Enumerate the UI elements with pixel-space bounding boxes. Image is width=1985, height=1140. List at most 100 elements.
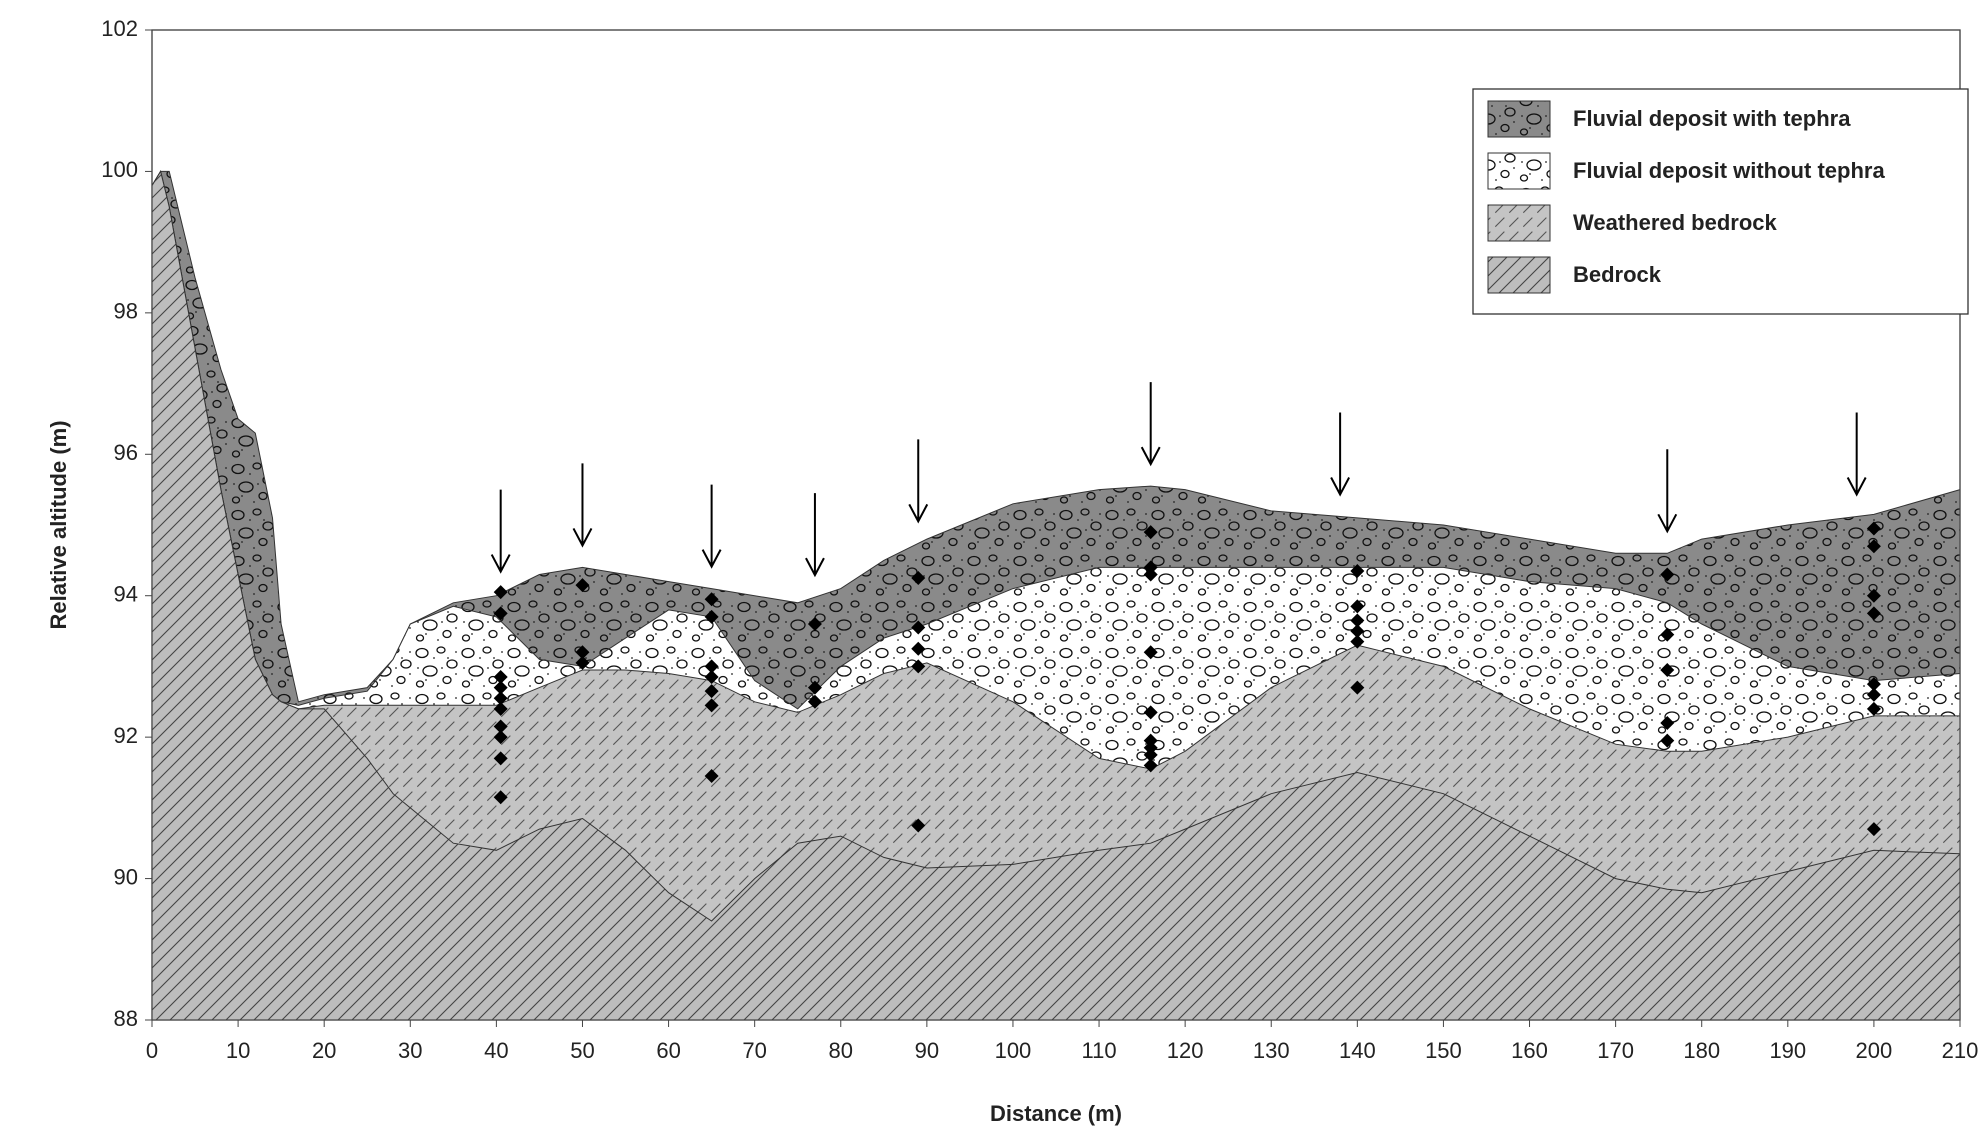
x-tick-label: 70 <box>742 1038 766 1063</box>
y-tick-label: 96 <box>114 440 138 465</box>
x-tick-label: 10 <box>226 1038 250 1063</box>
legend-swatch <box>1487 256 1551 294</box>
layer-boundary <box>151 170 1961 703</box>
arrow <box>1140 382 1161 467</box>
sample-point <box>807 617 822 631</box>
y-tick-label: 88 <box>114 1006 138 1031</box>
sample-point <box>704 684 719 699</box>
legend-swatch <box>1487 152 1551 190</box>
sample-point <box>704 769 719 784</box>
x-tick-label: 80 <box>829 1038 853 1063</box>
x-tick-label: 100 <box>995 1038 1032 1063</box>
sample-point <box>1143 645 1158 660</box>
y-tick-label: 98 <box>114 299 138 324</box>
sample-point <box>911 818 926 833</box>
sample-point <box>1866 521 1881 536</box>
x-tick-label: 150 <box>1425 1038 1462 1063</box>
sample-point <box>493 730 508 745</box>
sample-point <box>1866 677 1881 692</box>
sample-point <box>1866 539 1881 554</box>
sample-point <box>493 606 508 621</box>
sample-point <box>1660 662 1675 677</box>
legend-text: Fluvial deposit without tephra <box>1573 158 1885 183</box>
y-tick-label: 94 <box>114 582 138 607</box>
sample-point <box>493 701 508 716</box>
sample-point <box>704 698 719 713</box>
sample-point <box>1350 563 1365 578</box>
x-tick-label: 160 <box>1511 1038 1548 1063</box>
sample-point <box>911 641 926 656</box>
arrow <box>572 463 593 548</box>
sample-point <box>1866 687 1881 702</box>
plot-frame <box>151 29 1961 1021</box>
x-tick-label: 210 <box>1942 1038 1979 1063</box>
x-tick-label: 90 <box>915 1038 939 1063</box>
x-tick-label: 180 <box>1683 1038 1720 1063</box>
sample-point <box>493 585 508 600</box>
sample-point <box>1660 567 1675 582</box>
sample-point <box>575 645 590 660</box>
sample-point <box>575 578 590 593</box>
sample-point <box>1866 588 1881 603</box>
y-tick-label: 102 <box>101 16 138 41</box>
sample-point <box>493 790 508 805</box>
sample-point <box>1350 680 1365 695</box>
sample-point <box>1350 613 1365 628</box>
arrow <box>805 493 825 578</box>
x-tick-label: 130 <box>1253 1038 1290 1063</box>
sample-point <box>493 751 508 766</box>
arrow <box>908 439 929 524</box>
legend-text: Fluvial deposit with tephra <box>1573 106 1851 131</box>
legend-swatch <box>1487 100 1551 138</box>
y-axis-title: Relative altitude (m) <box>46 420 71 629</box>
sample-point <box>1660 627 1675 642</box>
sample-point <box>1866 701 1881 716</box>
sample-point <box>1143 758 1158 773</box>
legend-swatch <box>1487 204 1551 242</box>
sample-point <box>1143 705 1158 720</box>
layer-boundary <box>151 170 1961 922</box>
x-tick-label: 170 <box>1597 1038 1634 1063</box>
sample-point <box>1350 634 1365 649</box>
legend-text: Bedrock <box>1573 262 1662 287</box>
layer-fill <box>152 171 1960 1020</box>
sample-point <box>807 694 822 709</box>
sample-point <box>1143 733 1158 748</box>
x-tick-label: 20 <box>312 1038 336 1063</box>
sample-point <box>1660 716 1675 730</box>
x-tick-label: 140 <box>1339 1038 1376 1063</box>
sample-point <box>1143 747 1158 762</box>
y-tick-label: 90 <box>114 864 138 889</box>
legend-box <box>1472 88 1969 315</box>
sample-point <box>1350 624 1365 639</box>
sample-point <box>1350 599 1365 614</box>
arrow <box>701 484 722 569</box>
sample-point <box>575 655 590 670</box>
arrow <box>1330 412 1350 497</box>
sample-point <box>1143 567 1158 582</box>
sample-point <box>807 680 822 695</box>
y-tick-label: 100 <box>101 157 138 182</box>
sample-point <box>911 571 926 586</box>
sample-point <box>493 719 508 734</box>
sample-point <box>704 609 719 624</box>
x-tick-label: 50 <box>570 1038 594 1063</box>
sample-point <box>1143 525 1158 540</box>
layer-fill <box>152 171 1960 1020</box>
x-tick-label: 120 <box>1167 1038 1204 1063</box>
x-tick-label: 0 <box>146 1038 158 1063</box>
x-tick-label: 190 <box>1769 1038 1806 1063</box>
x-tick-label: 60 <box>656 1038 680 1063</box>
sample-point <box>493 691 508 706</box>
sample-point <box>1660 733 1675 748</box>
x-tick-label: 40 <box>484 1038 508 1063</box>
x-axis-title: Distance (m) <box>990 1101 1122 1126</box>
sample-point <box>493 670 508 685</box>
sample-point <box>704 592 719 607</box>
arrow <box>1657 449 1678 534</box>
sample-point <box>704 659 719 674</box>
sample-point <box>704 670 719 685</box>
